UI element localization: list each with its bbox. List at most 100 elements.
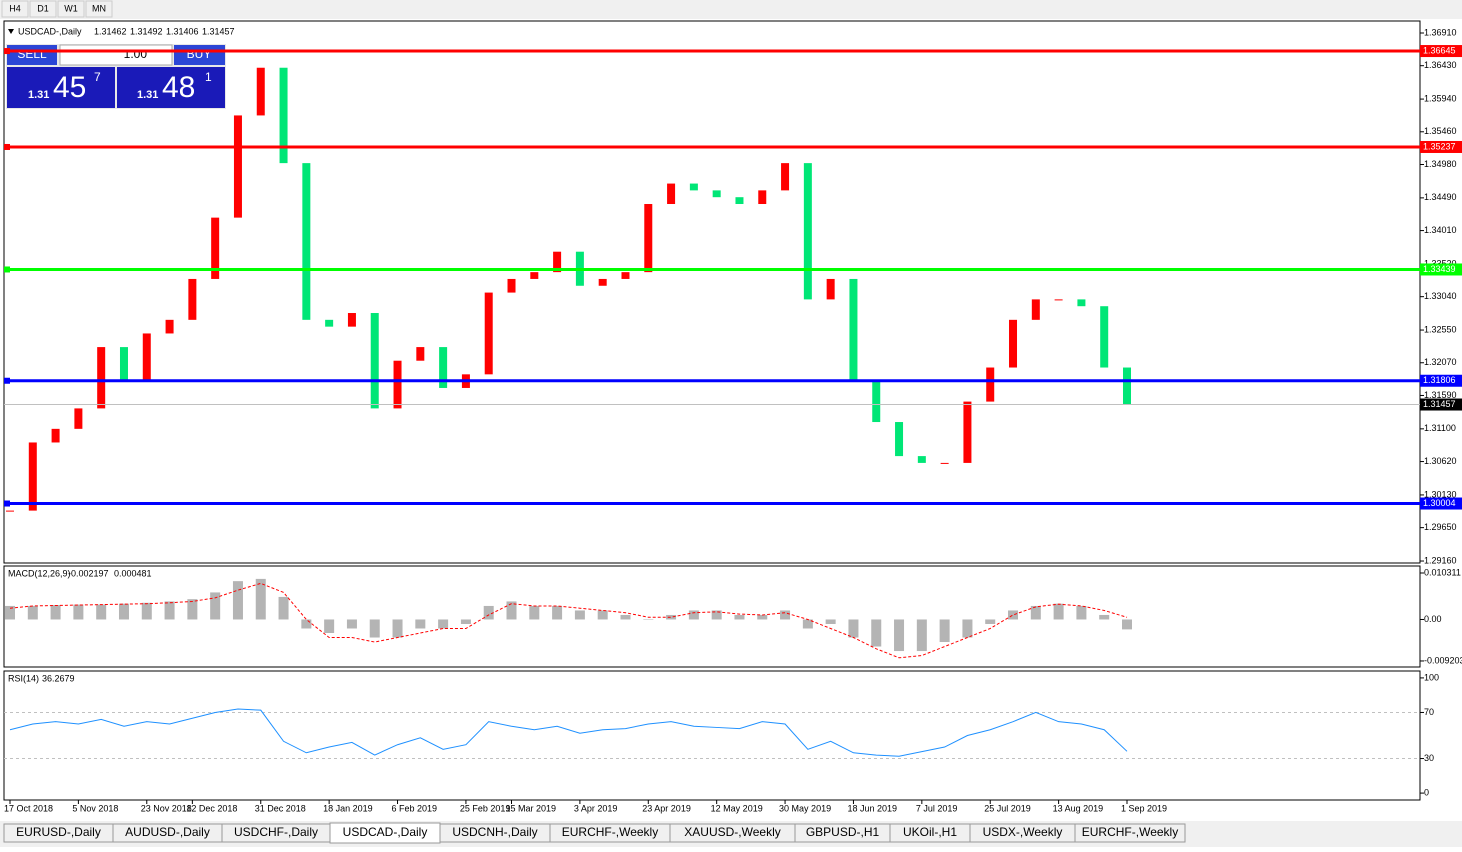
level-handle[interactable] — [4, 143, 10, 150]
tab[interactable] — [1074, 823, 1186, 843]
macd-bar — [734, 614, 745, 620]
macd-bar — [666, 614, 677, 620]
macd-bar — [141, 602, 152, 620]
macd-bar — [301, 619, 312, 629]
macd-bar — [506, 601, 517, 620]
candle-body — [142, 333, 151, 382]
tab-label[interactable]: EURCHF-,Weekly — [1082, 825, 1178, 839]
macd-bar — [278, 596, 289, 620]
timeframe-button[interactable] — [1, 0, 29, 18]
macd-bar — [118, 603, 129, 620]
tab-label[interactable]: EURUSD-,Daily — [16, 825, 101, 839]
y-tick-label: 1.36910 — [1424, 27, 1457, 37]
timeframe-label[interactable]: W1 — [64, 3, 78, 13]
bid-box[interactable] — [7, 67, 115, 108]
level-handle[interactable] — [4, 48, 10, 55]
candle-body — [1077, 299, 1086, 307]
candle-body — [28, 442, 37, 511]
macd-bar — [894, 619, 905, 652]
y-tick-label: 0.010311 — [1424, 567, 1461, 577]
candle-body — [370, 313, 379, 409]
candle-body — [781, 163, 790, 191]
macd-bar — [757, 614, 768, 620]
level-handle[interactable] — [4, 500, 10, 507]
macd-bar — [529, 605, 540, 620]
y-tick-label: 1.30620 — [1424, 456, 1457, 466]
lots-value[interactable]: 1.00 — [124, 47, 148, 61]
macd-bar — [73, 604, 84, 620]
candle-body — [233, 115, 242, 218]
timeframe-label[interactable]: MN — [92, 3, 106, 13]
signal-line — [9, 582, 1128, 659]
sell-label[interactable]: SELL — [17, 47, 47, 61]
timeframe-button[interactable] — [85, 0, 113, 18]
x-tick-label: 31 Dec 2018 — [255, 803, 306, 813]
timeframe-button[interactable] — [57, 0, 85, 18]
candle-body — [849, 278, 858, 382]
y-tick-label: 100 — [1424, 672, 1439, 682]
candle-body — [1031, 299, 1040, 320]
tab-label[interactable]: UKOil-,H1 — [903, 825, 957, 839]
macd-bar — [1099, 614, 1110, 620]
macd-bar — [620, 614, 631, 620]
candle-body — [712, 190, 721, 198]
tab-label[interactable]: XAUUSD-,Weekly — [684, 825, 780, 839]
candle-body — [6, 510, 14, 512]
tab-label[interactable]: USDX-,Weekly — [983, 825, 1063, 839]
macd-bar — [50, 605, 61, 620]
x-tick-label: 23 Apr 2019 — [642, 803, 691, 813]
x-tick-label: 30 May 2019 — [779, 803, 831, 813]
macd-bar — [96, 604, 107, 620]
indicator-value: 36.2679 — [42, 673, 75, 683]
level-label: 1.36645 — [1423, 45, 1456, 55]
candle-body — [530, 272, 539, 279]
y-tick-label: 1.29650 — [1424, 522, 1457, 532]
lots-input[interactable] — [59, 44, 173, 66]
macd-bar — [916, 619, 927, 652]
y-tick-label: 30 — [1424, 753, 1434, 763]
tab-label[interactable]: GBPUSD-,H1 — [806, 825, 880, 839]
level-handle[interactable] — [4, 377, 10, 384]
x-tick-label: 6 Feb 2019 — [392, 803, 438, 813]
toolbar — [0, 0, 1462, 19]
rsi-line — [9, 708, 1128, 757]
candle-body — [188, 278, 197, 320]
macd-bar — [460, 619, 471, 624]
timeframe-label[interactable]: D1 — [37, 3, 49, 13]
symbol-title: USDCAD-,Daily — [18, 26, 82, 36]
bid-big: 1.31 — [28, 89, 49, 101]
tab-label[interactable]: USDCNH-,Daily — [452, 825, 537, 839]
indicator-value: -0.002197 — [68, 568, 109, 578]
level-label-bg — [1420, 374, 1462, 387]
macd-bar — [643, 619, 654, 620]
tab-label[interactable]: USDCAD-,Daily — [343, 825, 428, 839]
timeframe-button[interactable] — [29, 0, 57, 18]
macd-bar — [711, 610, 722, 620]
y-tick-label: 1.36430 — [1424, 60, 1457, 70]
candle-body — [416, 347, 425, 361]
level-handle[interactable] — [4, 266, 10, 273]
tab-label[interactable]: AUDUSD-,Daily — [125, 825, 210, 839]
timeframe-label[interactable]: H4 — [9, 3, 21, 13]
x-tick-label: 17 Oct 2018 — [4, 803, 53, 813]
tab-label[interactable]: USDCHF-,Daily — [234, 825, 318, 839]
x-tick-label: 23 Nov 2018 — [141, 803, 192, 813]
macd-bar — [802, 619, 813, 629]
macd-bar — [438, 619, 449, 629]
macd-bar — [346, 619, 357, 629]
y-tick-label: 1.32550 — [1424, 324, 1457, 334]
main-pane — [3, 20, 1421, 564]
x-tick-label: 7 Jul 2019 — [916, 803, 958, 813]
ask-frac: 1 — [205, 70, 212, 84]
ask-box[interactable] — [117, 67, 225, 108]
macd-bar — [1053, 603, 1064, 620]
level-label-bg — [1420, 140, 1462, 153]
candle-body — [279, 67, 288, 164]
ohlc-value: 1.31462 — [94, 26, 127, 36]
tab-label[interactable]: EURCHF-,Weekly — [562, 825, 658, 839]
x-tick-label: 3 Apr 2019 — [574, 803, 618, 813]
macd-bar — [483, 605, 494, 620]
y-tick-label: 1.33040 — [1424, 291, 1457, 301]
candle-body — [1009, 319, 1018, 368]
buy-label[interactable]: BUY — [187, 47, 212, 61]
